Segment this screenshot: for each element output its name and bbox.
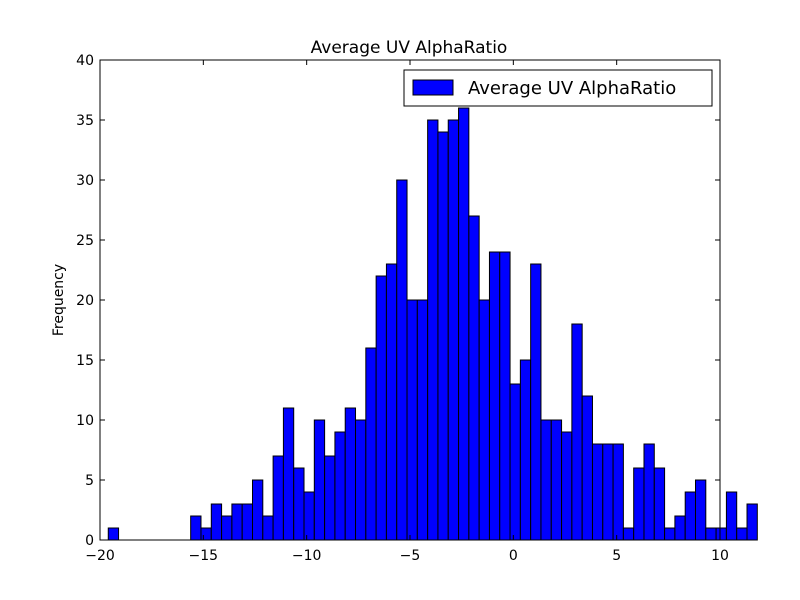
histogram-bar [262,515,274,541]
histogram-bar [200,527,212,541]
y-tick-label: 20 [76,293,94,309]
histogram-bar [272,455,284,541]
histogram-bar [488,251,501,541]
histogram-bar [468,215,480,541]
x-axis: −20 −15 −10 −5 0 5 10 [85,60,729,564]
histogram-bar [499,251,511,541]
histogram-bar [591,443,604,541]
x-tick-label: −15 [189,548,219,564]
histogram-bar [313,419,326,541]
histogram-bar [550,419,563,541]
histogram-bar [664,527,676,541]
histogram-bar [571,323,583,541]
histogram-bar [385,263,398,541]
histogram-bar [406,299,418,541]
histogram-bar [694,479,707,541]
histogram-bar [375,275,387,541]
x-tick-label: 5 [612,548,621,564]
histogram-bar [519,359,532,541]
legend: Average UV AlphaRatio [403,69,713,107]
histogram-bar [303,491,315,541]
y-axis: 0 5 10 15 20 25 30 35 40 [76,53,720,549]
x-tick-label: −5 [400,548,421,564]
histogram-bar [334,431,346,541]
legend-box [403,69,713,107]
histogram-bar [530,263,542,541]
histogram-bar [602,443,614,541]
histogram-bar [190,515,202,541]
x-tick-label: −20 [85,548,115,564]
x-tick-label: −10 [292,548,322,564]
histogram-bar [509,383,521,541]
histogram-bar [416,299,429,541]
histogram-bar [324,455,336,541]
histogram-bar [355,419,367,541]
histogram-bar [221,515,233,541]
histogram-bar [427,119,439,541]
histogram-bar [293,467,305,541]
histogram-bar [561,431,573,541]
y-tick-label: 30 [76,173,94,189]
histogram-bar [478,299,490,541]
histogram-bar [674,515,686,541]
y-axis-label: Frequency [51,264,67,336]
legend-swatch [412,79,454,96]
histogram-bar [612,443,624,541]
histogram-bar [705,527,717,541]
y-tick-label: 25 [76,233,94,249]
histogram-bar [746,503,758,541]
histogram-bar [643,443,655,541]
y-tick-label: 0 [85,533,94,549]
histogram-bar [447,119,460,541]
histogram-bar [344,407,357,541]
x-tick-label: 0 [509,548,518,564]
histogram-bar [684,491,696,541]
histogram-bar [715,527,727,541]
y-tick-label: 35 [76,113,94,129]
chart-title: Average UV AlphaRatio [311,38,508,58]
histogram-bar [210,503,223,541]
y-tick-label: 10 [76,413,94,429]
x-tick-label: 10 [711,548,729,564]
histogram-bar [282,407,295,541]
histogram-bar [540,419,552,541]
histogram-bar [581,395,593,541]
y-tick-label: 15 [76,353,94,369]
histogram-bar [458,107,470,541]
histogram-bar [107,527,120,541]
histogram-bar [437,131,449,541]
histogram-bar [633,467,645,541]
legend-label: Average UV AlphaRatio [468,78,676,99]
histogram-bar [622,527,635,541]
histogram-bar [736,527,748,541]
histogram-bar [725,491,738,541]
y-tick-label: 40 [76,53,94,69]
histogram-bar [396,179,408,541]
y-tick-label: 5 [85,473,94,489]
histogram-bar [251,479,264,541]
histogram-bar [241,503,253,541]
histogram-bar [231,503,243,541]
histogram-bar [653,467,666,541]
histogram-bar [365,347,377,541]
bars-group [107,107,758,541]
